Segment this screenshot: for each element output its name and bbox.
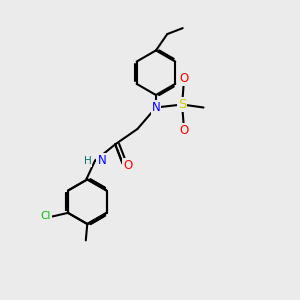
Text: N: N xyxy=(98,154,106,167)
Text: O: O xyxy=(179,124,188,137)
Text: N: N xyxy=(152,101,160,114)
Text: H: H xyxy=(84,156,92,166)
Text: Cl: Cl xyxy=(41,212,51,221)
Text: O: O xyxy=(179,72,188,85)
Text: O: O xyxy=(123,159,133,172)
Text: S: S xyxy=(178,98,186,111)
